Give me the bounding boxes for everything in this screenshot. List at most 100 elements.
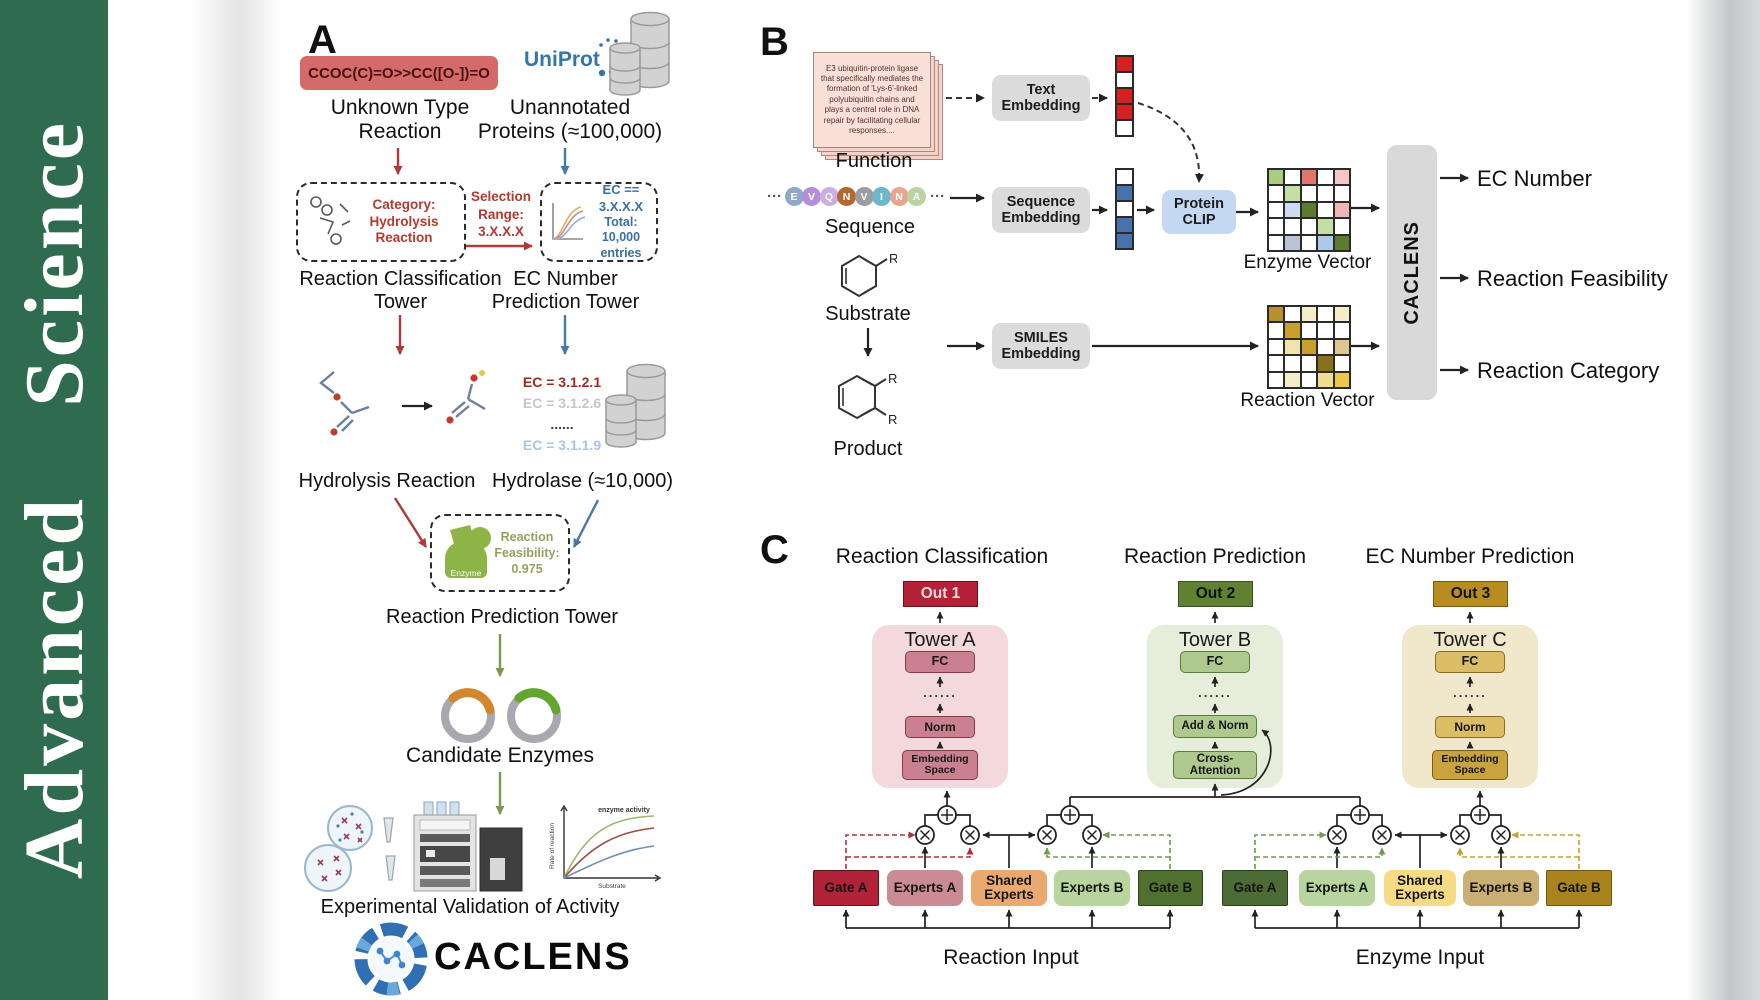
- enzyme-activity-plot: enzyme activity Rate of reaction Substra…: [549, 804, 662, 890]
- reaction-vector-label: Reaction Vector: [1240, 390, 1375, 411]
- caclens-bar-label: CACLENS: [1400, 220, 1423, 325]
- matrix-cell: [1333, 355, 1350, 372]
- out-3-box: Out 3: [1433, 581, 1508, 607]
- output-ec-number: EC Number: [1477, 166, 1592, 191]
- product-r2-label: R: [888, 412, 897, 427]
- panel-a-label: A: [308, 18, 337, 62]
- header-reaction-classification: Reaction Classification: [835, 545, 1049, 568]
- vector-cell: [1116, 56, 1133, 72]
- tower-b-cross-attention-box: Cross-Attention: [1173, 751, 1257, 779]
- caclens-logo-icon: [354, 922, 428, 996]
- matrix-cell: [1268, 371, 1285, 388]
- vector-cell: [1116, 201, 1133, 217]
- reaction-vector-matrix: [1267, 305, 1351, 389]
- plot-ylabel: Rate of reaction: [549, 823, 556, 869]
- matrix-cell: [1317, 322, 1334, 339]
- matrix-cell: [1284, 371, 1301, 388]
- tower-c-fc-box: FC: [1435, 651, 1505, 673]
- protein-clip-box: Protein CLIP: [1162, 190, 1236, 234]
- candidate-enzymes-label: Candidate Enzymes: [406, 744, 594, 767]
- tower-b-dots: ......: [1198, 685, 1232, 700]
- plot-annotation: enzyme activity: [598, 807, 650, 814]
- product-molecule-icon: R R: [838, 371, 897, 427]
- output-reaction-feasibility: Reaction Feasibility: [1477, 266, 1668, 291]
- matrix-cell: [1333, 306, 1350, 323]
- matrix-cell: [1284, 169, 1301, 186]
- caclens-wordmark: CACLENS: [434, 936, 632, 978]
- enzyme-vector-label: Enzyme Vector: [1243, 252, 1372, 273]
- tower-b-title: Tower B: [1178, 629, 1252, 651]
- hydrolysis-reaction-label: Hydrolysis Reaction: [298, 470, 476, 492]
- reaction-category-box: Category: Hydrolysis Reaction: [296, 182, 466, 262]
- enzyme-input-label: Enzyme Input: [1355, 946, 1485, 969]
- matrix-cell: [1333, 371, 1350, 388]
- category-hydrolysis-text: Category: Hydrolysis Reaction: [369, 196, 439, 246]
- tower-a-dots: ......: [923, 685, 957, 700]
- matrix-cell: [1268, 322, 1285, 339]
- matrix-cell: [1300, 201, 1318, 219]
- matrix-cell: [1317, 355, 1334, 372]
- matrix-cell: [1268, 306, 1285, 323]
- sigmoid-curves-icon: [552, 203, 586, 240]
- vector-cell: [1116, 233, 1133, 249]
- panel-b-label: B: [760, 20, 789, 64]
- residue-V: V: [854, 187, 874, 206]
- vector-cell: [1116, 169, 1133, 185]
- matrix-cell: [1284, 201, 1301, 219]
- sequence-ellipsis-right: ···: [930, 188, 945, 205]
- matrix-cell: [1333, 185, 1350, 202]
- matrix-cell: [1268, 218, 1285, 235]
- protein-database-icon: [609, 11, 670, 96]
- selection-range-label: Selection Range: 3.X.X.X: [470, 189, 532, 240]
- uniprot-logo: UniProt: [524, 48, 600, 71]
- matrix-cell: [1284, 322, 1301, 339]
- ec-item-dots: ......: [550, 416, 574, 432]
- sequence-label: Sequence: [824, 216, 916, 238]
- vector-cell: [1116, 72, 1133, 88]
- matrix-cell: [1317, 338, 1334, 356]
- matrix-cell: [1284, 234, 1301, 251]
- header-reaction-prediction: Reaction Prediction: [1123, 545, 1307, 568]
- substrate-label: Substrate: [825, 303, 911, 325]
- matrix-cell: [1268, 169, 1285, 186]
- tower-a-fc-box: FC: [905, 651, 975, 673]
- matrix-cell: [1284, 218, 1301, 235]
- substrate-molecule-icon: R: [841, 251, 897, 298]
- reaction-prediction-tower-label: Reaction Prediction Tower: [386, 606, 618, 628]
- moe-right-shared-experts: Shared Experts: [1384, 870, 1456, 906]
- matrix-cell: [1300, 306, 1318, 323]
- reaction-input-label: Reaction Input: [943, 946, 1079, 969]
- matrix-cell: [1333, 322, 1350, 339]
- hydrolase-database-icon: [605, 363, 666, 448]
- reaction-classification-tower-label: Reaction Classification Tower: [299, 268, 502, 313]
- matrix-cell: [1268, 201, 1285, 219]
- residue-A: A: [907, 187, 926, 206]
- sequence-ellipsis-left: ···: [767, 188, 782, 205]
- out-2-box: Out 2: [1178, 581, 1253, 607]
- matrix-cell: [1268, 338, 1285, 356]
- page-fold-shade-left: [190, 0, 282, 1000]
- experimental-validation-label: Experimental Validation of Activity: [320, 896, 620, 918]
- tower-c-dots: ......: [1453, 685, 1487, 700]
- residue-I: I: [872, 187, 891, 206]
- matrix-cell: [1284, 306, 1301, 323]
- text-embedding-vector: [1115, 55, 1134, 137]
- matrix-cell: [1284, 185, 1301, 202]
- moe-right-gate-b: Gate B: [1546, 870, 1612, 906]
- matrix-cell: [1333, 338, 1350, 356]
- matrix-cell: [1317, 169, 1334, 186]
- hydrolase-label: Hydrolase (≈10,000): [491, 470, 674, 492]
- vector-cell: [1116, 185, 1133, 201]
- matrix-cell: [1317, 185, 1334, 202]
- moe-right-experts-b: Experts B: [1463, 870, 1539, 906]
- matrix-cell: [1300, 338, 1318, 356]
- moe-left-experts-b: Experts B: [1054, 870, 1130, 906]
- smiles-embedding-box: SMILES Embedding: [992, 323, 1090, 369]
- moe-left-experts-a: Experts A: [887, 870, 963, 906]
- enzyme-icon: Enzyme: [445, 525, 491, 578]
- vector-cell: [1116, 104, 1133, 120]
- ec-filter-text: EC == 3.X.X.X: [598, 182, 643, 214]
